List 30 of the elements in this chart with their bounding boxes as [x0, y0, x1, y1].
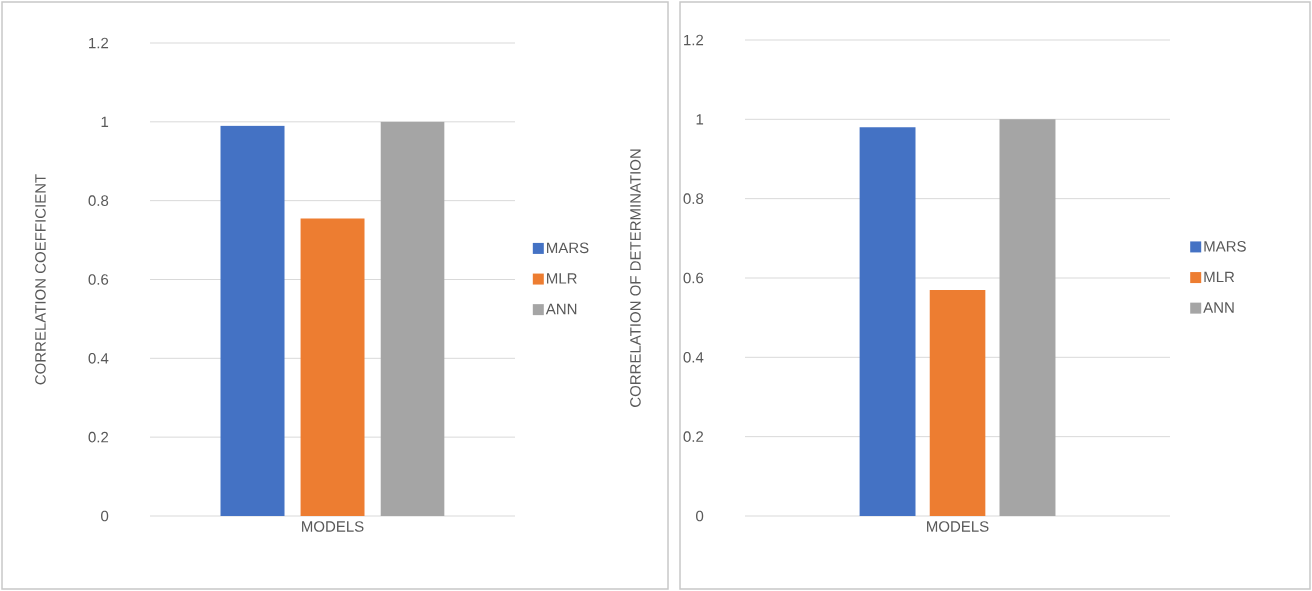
bar	[999, 119, 1056, 516]
legend-label: MARS	[1204, 241, 1246, 252]
y-tick-label: 1.2	[684, 34, 704, 46]
y-tick-label: 0.8	[683, 193, 704, 204]
y-tick-label: 1	[696, 114, 704, 125]
bar	[380, 121, 445, 516]
bar	[300, 218, 365, 516]
legend-label: MLR	[1204, 271, 1235, 283]
y-tick-label: 0.4	[88, 353, 109, 364]
y-tick-label: 0	[696, 510, 704, 522]
bar	[929, 289, 986, 516]
y-tick-label: 0.2	[683, 431, 704, 442]
y-tick-label: 0.4	[683, 352, 704, 363]
legend-label: ANN	[545, 303, 577, 315]
y-tick-label: 1.2	[89, 37, 109, 49]
legend-label: ANN	[1203, 302, 1234, 313]
bar	[859, 127, 916, 516]
y-tick-label: 0.6	[683, 272, 704, 284]
legend-label: MLR	[547, 273, 577, 284]
y-axis-title: CORRELATION COEFFICIENT	[35, 174, 46, 385]
y-tick-label: 0	[101, 510, 109, 522]
y-tick-label: 1	[101, 116, 109, 127]
x-tick-label: MODELS	[302, 521, 364, 532]
x-tick-label: MODELS	[927, 521, 989, 532]
legend-label: MARS	[547, 242, 589, 254]
y-tick-label: 0.6	[88, 274, 109, 285]
y-tick-label: 0.2	[88, 431, 109, 443]
y-axis-title: CORRELATION OF DETERMINATION	[630, 149, 641, 407]
y-tick-label: 0.8	[88, 195, 109, 206]
bar	[220, 125, 285, 516]
